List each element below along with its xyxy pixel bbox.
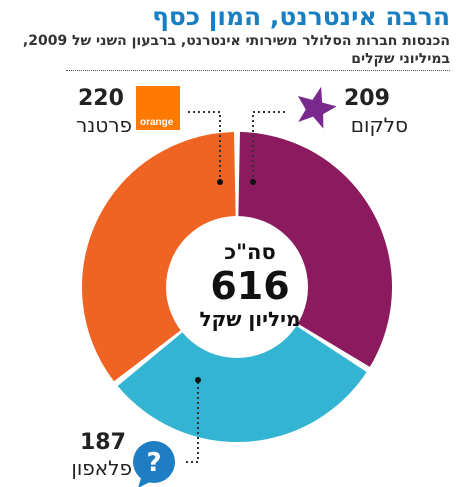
donut-hole <box>166 216 308 358</box>
partner-value: 220 <box>78 86 124 111</box>
header-divider <box>66 70 450 71</box>
cellcom-leader-line <box>252 111 287 182</box>
pelephone-name: פלאפון <box>71 456 132 480</box>
cellcom-star-icon <box>297 86 337 129</box>
page-subtitle: הכנסות חברות הסלולר משירותי אינטרנט, ברב… <box>22 33 450 67</box>
partner-name: פרטנר <box>75 113 132 137</box>
svg-text:?: ? <box>146 448 161 478</box>
partner-leader-line <box>188 111 221 182</box>
page-title: הרבה אינטרנט, המון כסף <box>152 2 450 31</box>
cellcom-value: 209 <box>344 86 390 111</box>
cellcom-leader-dot <box>250 179 256 185</box>
donut-slice-1 <box>117 287 367 443</box>
pelephone-value: 187 <box>80 430 126 455</box>
total-label: סה"כ <box>224 240 276 264</box>
pelephone-logo-icon: ? <box>133 441 175 487</box>
total-value: 616 <box>210 264 290 308</box>
cellcom-name: סלקום <box>350 113 408 137</box>
donut-slice-2 <box>82 132 237 382</box>
pelephone-leader-line <box>185 382 199 463</box>
total-unit: מיליון שקל <box>199 307 301 331</box>
pelephone-leader-dot <box>195 377 201 383</box>
orange-logo-icon: orange <box>136 86 180 130</box>
partner-leader-dot <box>217 179 223 185</box>
